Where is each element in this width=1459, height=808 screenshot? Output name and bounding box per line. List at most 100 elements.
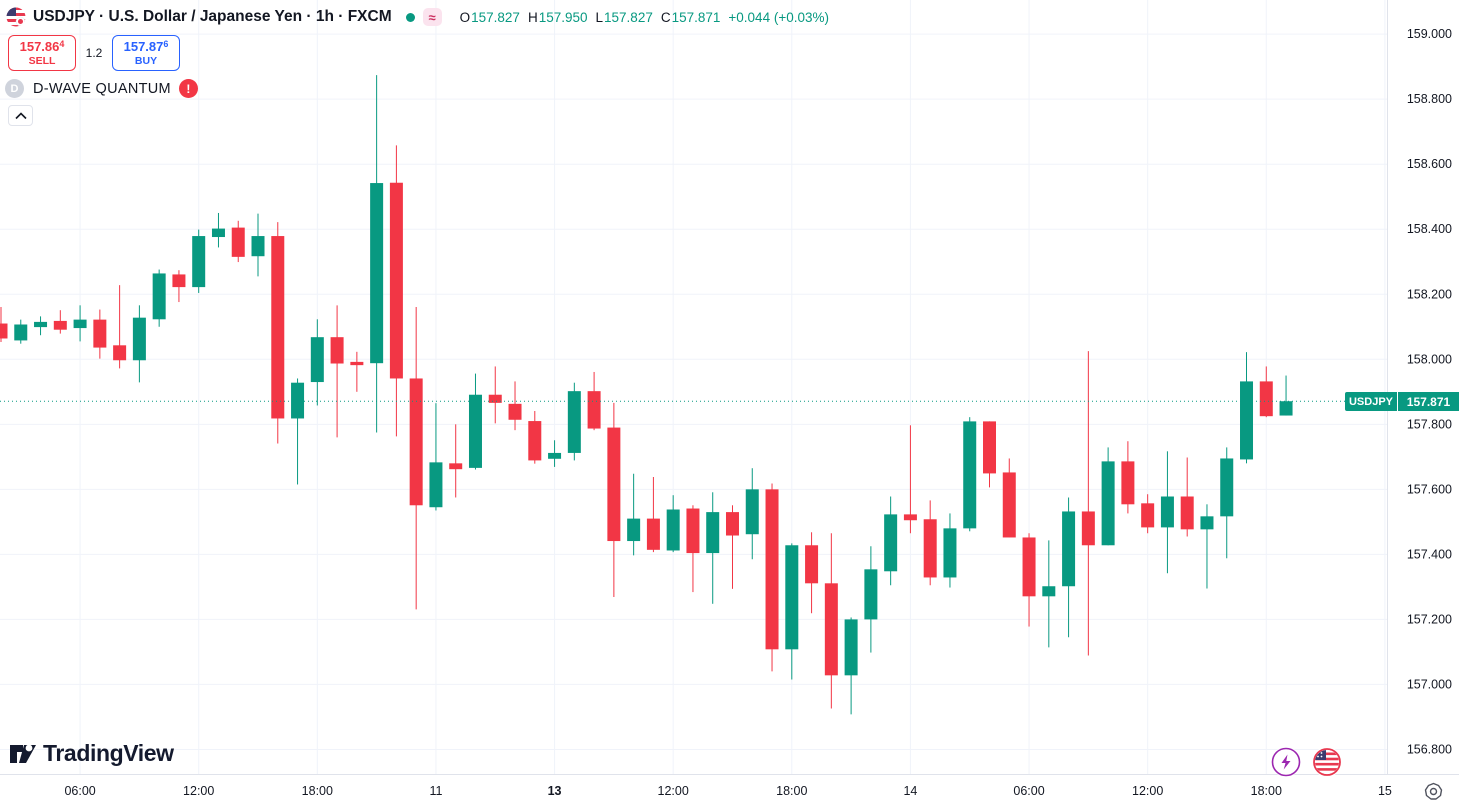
candle-body [488,394,502,403]
candle-body [251,236,265,257]
collapse-panel-button[interactable] [8,105,33,126]
candle-body [409,378,423,506]
sell-button[interactable]: 157.864 SELL [8,35,76,71]
price-tick-label: 158.400 [1407,222,1452,236]
time-tick-label: 18:00 [776,784,807,798]
candle-body [528,421,542,461]
candle-body [192,236,206,288]
change-value: +0.044 (+0.03%) [728,9,829,25]
price-tick-label: 157.000 [1407,677,1452,691]
candle-body [73,319,87,329]
warning-icon[interactable]: ! [178,79,198,98]
candle-body [132,317,146,361]
candle-body [1081,511,1095,546]
candle-body [34,321,48,328]
candle-body [1279,401,1293,416]
alert-row[interactable]: D D-WAVE QUANTUM ! [5,79,198,98]
candle-body [231,227,245,257]
tradingview-logo-text: TradingView [43,740,174,766]
candle-body [864,569,878,620]
symbol-title[interactable]: USDJPY · U.S. Dollar / Japanese Yen · 1h… [33,8,392,25]
symbol-header: USDJPY · U.S. Dollar / Japanese Yen · 1h… [6,6,829,28]
low-label: L [595,9,604,25]
price-tick-label: 158.200 [1407,287,1452,301]
candle-body [646,518,660,550]
time-tick-label: 18:00 [302,784,333,798]
time-tick-label: 11 [429,784,442,798]
gear-icon [1424,782,1443,800]
time-tick-label: 06:00 [64,784,95,798]
us-flag-icon [1313,748,1341,776]
candle-body [706,512,720,554]
candle-body [1180,496,1194,530]
candle-body [389,182,403,379]
buy-button[interactable]: 157.876 BUY [112,35,180,71]
candle-body [785,545,799,650]
close-value: 157.871 [671,9,721,25]
candle-body [1141,503,1155,528]
candle-body [745,489,759,535]
candle-body [1101,461,1115,546]
price-tick-label: 158.800 [1407,92,1452,106]
candle-body [508,403,522,420]
buy-button-label: BUY [134,54,158,67]
trade-panel: 157.864 SELL 1.2 157.876 BUY [8,35,180,71]
candle-body [983,421,996,474]
chevron-up-icon [14,111,27,119]
candle-body [330,337,344,364]
candle-body [1022,537,1036,597]
candle-body [587,391,601,429]
candle-body [548,452,562,459]
candle-body [1002,472,1016,538]
candle-body [14,324,28,341]
dwave-avatar: D [5,79,24,98]
candle-body [686,508,700,554]
price-tick-label: 158.000 [1407,352,1452,366]
instant-trading-button[interactable] [1271,747,1301,777]
candle-body [1220,458,1234,517]
time-tick-label: 14 [903,784,917,798]
time-tick-label: 15 [1378,784,1392,798]
candle-body [1240,381,1254,460]
candle-body [1259,381,1273,417]
lightning-icon [1271,747,1301,777]
time-tick-label: 13 [548,784,562,798]
axis-settings-button[interactable] [1424,782,1443,801]
price-tick-label: 157.400 [1407,547,1452,561]
candle-body [666,509,680,551]
candle-body [627,518,641,542]
candle-body [943,528,957,578]
time-tick-label: 06:00 [1013,784,1044,798]
broker-flag-button[interactable] [1312,747,1342,777]
candle-body [172,274,186,288]
market-status-dot-icon[interactable] [405,12,415,22]
candle-body [923,519,937,578]
candle-body [468,394,482,468]
price-tick-label: 158.600 [1407,157,1452,171]
candle-body [53,320,67,330]
candle-body [1062,511,1076,587]
ohlc-readout: O 157.827 H 157.950 L 157.827 C 157.871 … [460,10,829,25]
candle-body [271,236,285,419]
time-tick-label: 18:00 [1251,784,1282,798]
candle-body [607,427,621,542]
candle-body [844,619,858,676]
candle-body [1200,516,1214,530]
candle-body [765,489,779,650]
open-value: 157.827 [471,9,520,25]
candle-body [884,514,898,572]
candle-body [1160,496,1174,528]
last-price-symbol-badge: USDJPY [1345,392,1397,411]
price-tick-label: 157.600 [1407,482,1452,496]
candle-body [725,512,739,536]
last-price-value-badge: 157.871 [1398,392,1459,411]
tradingview-logo[interactable]: TradingView [9,740,174,767]
candle-body [805,545,819,584]
candle-body [903,514,917,521]
candle-body [370,183,384,364]
delayed-data-icon[interactable]: ≈ [422,8,442,26]
time-tick-label: 12:00 [1132,784,1163,798]
close-label: C [660,9,671,25]
